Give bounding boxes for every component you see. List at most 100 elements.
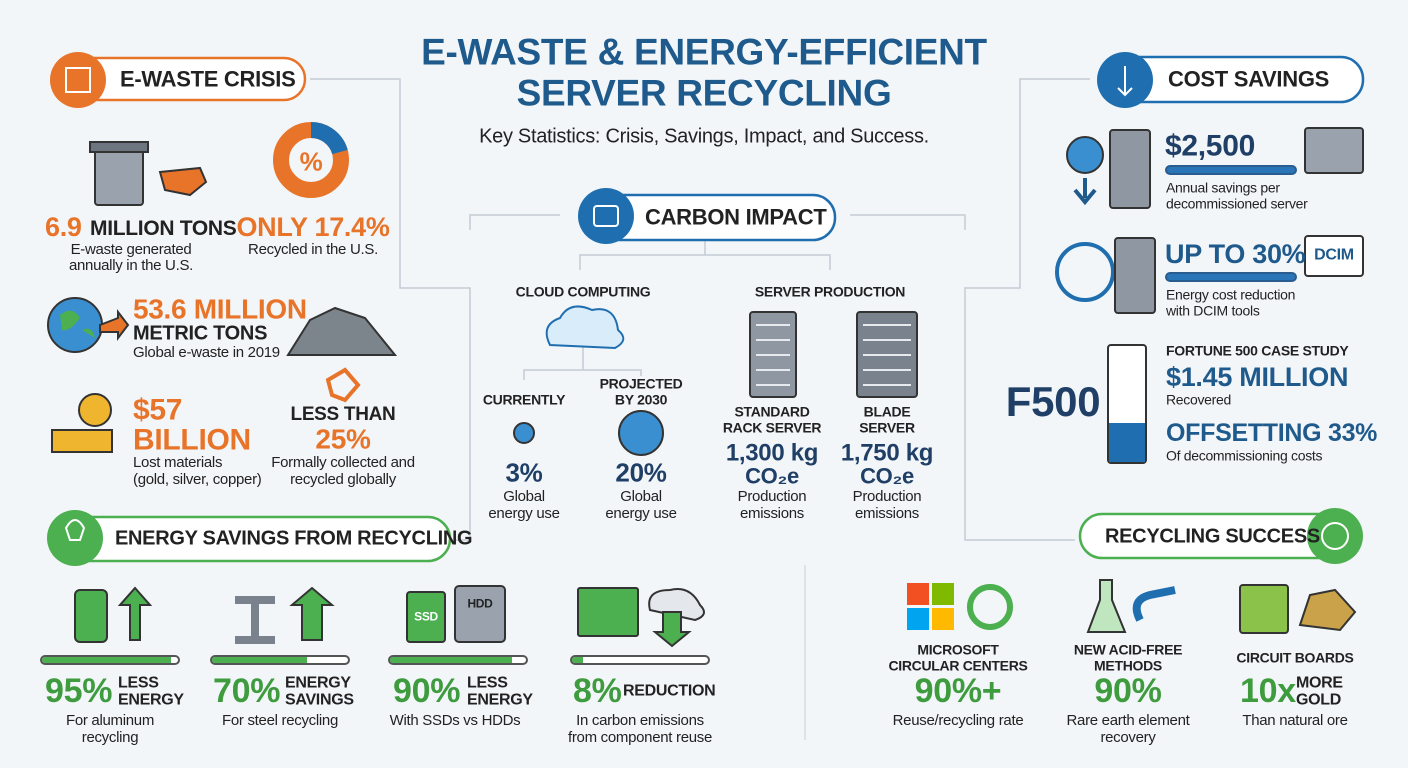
- stat-value: 20%: [615, 457, 667, 488]
- title: SERVER RECYCLING: [516, 72, 892, 114]
- stat-value: OFFSETTING 33%: [1166, 418, 1378, 447]
- stat-desc: Recycled in the U.S.: [248, 241, 378, 259]
- stat-desc: With SSDs vs HDDs: [389, 712, 521, 730]
- sub-heading: CLOUD COMPUTING: [515, 283, 651, 300]
- stat-unit: METRIC TONS: [133, 322, 268, 345]
- stat-unit: CO₂e: [860, 463, 914, 489]
- stat-desc: Lost materials: [133, 454, 223, 472]
- stat-desc: Rare earth element: [1066, 712, 1190, 730]
- stat-unit: GOLD: [1296, 691, 1342, 709]
- stat-desc: recovery: [1100, 729, 1156, 747]
- stat-label: ENERGY: [118, 691, 184, 709]
- stat-value: 1,300 kg: [725, 439, 819, 467]
- stat-value: 90%: [1094, 672, 1162, 711]
- stat-desc: from component reuse: [567, 729, 713, 747]
- stat-desc: Recovered: [1166, 391, 1232, 408]
- stat-value: $2,500: [1165, 129, 1255, 163]
- stat-label: CIRCUIT BOARDS: [1236, 649, 1354, 666]
- stat-label: CIRCULAR CENTERS: [888, 657, 1028, 674]
- stat-value: 90%: [393, 672, 461, 711]
- stat-desc: In carbon emissions: [576, 712, 704, 730]
- stat-desc: Global: [620, 488, 662, 506]
- stat-label: STANDARD: [734, 403, 810, 420]
- stat-value: 10x: [1240, 672, 1296, 711]
- stat-desc: Energy cost reduction: [1166, 286, 1296, 303]
- stat-unit: MORE: [1296, 674, 1343, 692]
- stat-label: LESS: [118, 674, 159, 692]
- progress-track: [1165, 165, 1297, 175]
- icon-label: SSD: [414, 609, 438, 624]
- stat-value: $1.45 MILLION: [1166, 361, 1349, 392]
- bar-track: [570, 655, 710, 665]
- stat-value: ONLY 17.4%: [236, 211, 390, 242]
- progress-track: [1165, 272, 1297, 282]
- stat-desc: energy use: [488, 505, 560, 523]
- section-heading: ENERGY SAVINGS FROM RECYCLING: [115, 527, 473, 550]
- stat-value: 8%: [573, 672, 622, 711]
- stat-value: 90%+: [914, 672, 1002, 711]
- stat-unit: CO₂e: [745, 463, 799, 489]
- subtitle: Key Statistics: Crisis, Savings, Impact,…: [479, 125, 929, 148]
- stat-value: 53.6 MILLION: [133, 293, 307, 325]
- stat-value: BILLION: [133, 423, 251, 457]
- stat-desc: emissions: [855, 505, 919, 523]
- stat-label: LESS: [467, 674, 508, 692]
- section-heading: E-WASTE CRISIS: [120, 66, 296, 92]
- stat-label: CURRENTLY: [482, 391, 566, 408]
- stat-desc: Global: [503, 488, 545, 506]
- stat-label: REDUCTION: [623, 682, 716, 700]
- stat-desc: E-waste generated: [70, 241, 192, 259]
- stat-value: 70%: [213, 672, 281, 711]
- stat-label: BY 2030: [614, 391, 668, 408]
- bar-track: [210, 655, 350, 665]
- stat-desc: Production: [852, 488, 922, 506]
- stat-value: 95%: [45, 672, 113, 711]
- stat-desc: Annual savings per: [1166, 179, 1280, 196]
- stat-desc: decommissioned server: [1166, 195, 1308, 212]
- stat-label: PROJECTED: [599, 375, 683, 392]
- bar-track: [40, 655, 180, 665]
- stat-value: UP TO 30%: [1165, 238, 1306, 269]
- stat-label: ENERGY: [467, 691, 533, 709]
- stat-desc: Global e-waste in 2019: [133, 344, 280, 362]
- stat-desc: recycled globally: [290, 471, 396, 489]
- stat-label: FORTUNE 500 CASE STUDY: [1166, 342, 1349, 359]
- stat-label: BLADE: [863, 403, 911, 420]
- stat-desc: emissions: [740, 505, 804, 523]
- icons: [47, 66, 1364, 648]
- title: E-WASTE & ENERGY-EFFICIENT: [421, 31, 987, 73]
- stat-desc: Of decommissioning costs: [1166, 447, 1323, 464]
- connectors: [310, 78, 1090, 740]
- stat-desc: annually in the U.S.: [68, 257, 194, 275]
- stat-value: 6.9: [45, 211, 82, 242]
- section-heading: RECYCLING SUCCESS: [1105, 525, 1320, 548]
- stat-label: SAVINGS: [285, 691, 354, 709]
- icon-label: HDD: [467, 596, 493, 611]
- stat-label: MICROSOFT: [917, 641, 999, 658]
- bar-fill: [212, 657, 308, 663]
- bar-track: [388, 655, 528, 665]
- section-heading: CARBON IMPACT: [645, 204, 827, 230]
- stat-desc: Than natural ore: [1242, 712, 1348, 730]
- stat-label: RACK SERVER: [722, 419, 822, 436]
- bar-fill: [42, 657, 172, 663]
- bar-fill: [390, 657, 513, 663]
- stat-desc: with DCIM tools: [1166, 302, 1260, 319]
- icon-label: DCIM: [1314, 246, 1354, 264]
- stat-label: METHODS: [1094, 657, 1162, 674]
- stat-value: 25%: [315, 423, 371, 455]
- stat-unit: MILLION TONS: [90, 216, 237, 240]
- stat-desc: energy use: [605, 505, 677, 523]
- stat-label: LESS THAN: [290, 404, 396, 426]
- bar-fill: [572, 657, 583, 663]
- sub-heading: SERVER PRODUCTION: [754, 283, 906, 300]
- stat-desc: Production: [737, 488, 807, 506]
- stat-desc: For steel recycling: [221, 712, 339, 730]
- stat-desc: Reuse/recycling rate: [892, 712, 1024, 730]
- pills: [47, 52, 1365, 566]
- stat-label: NEW ACID-FREE: [1073, 641, 1183, 658]
- stat-label: ENERGY: [285, 674, 351, 692]
- icon-label: %: [299, 146, 323, 177]
- section-heading: COST SAVINGS: [1168, 66, 1330, 92]
